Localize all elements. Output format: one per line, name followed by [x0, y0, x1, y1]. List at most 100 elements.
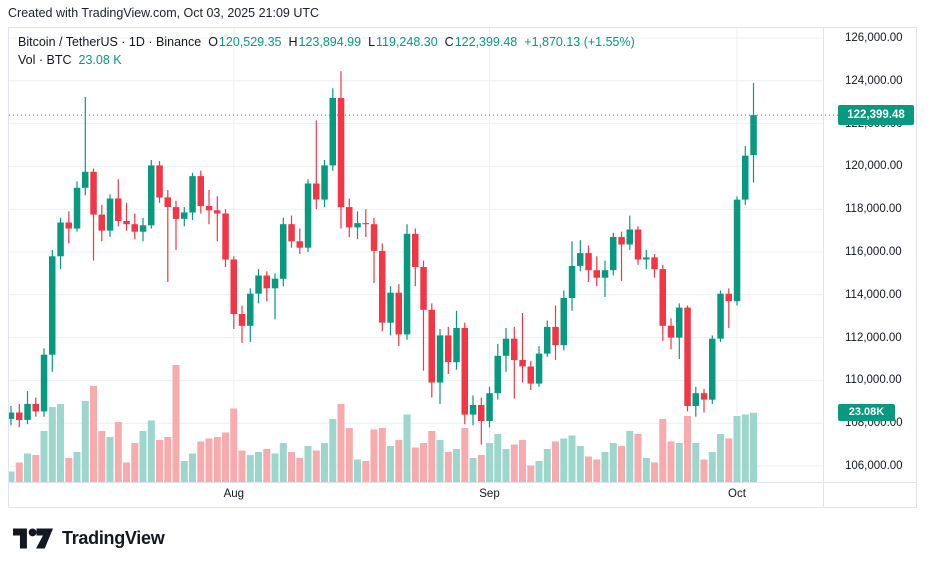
candle-body [742, 155, 749, 200]
candle-body [511, 338, 518, 361]
volume-bar [304, 446, 312, 482]
candle-body [370, 224, 378, 251]
volume-bar [263, 449, 271, 482]
candle-body [387, 292, 394, 323]
price-axis-label: 126,000.00 [845, 32, 903, 45]
candle-body [445, 335, 452, 363]
candle-body [461, 328, 468, 415]
volume-bar [156, 440, 163, 482]
volume-bar [568, 435, 576, 482]
volume-bar [659, 419, 667, 482]
candle-body [618, 237, 625, 245]
candle-body [255, 275, 262, 294]
candle-body [626, 229, 633, 245]
volume-bar [73, 452, 81, 482]
volume-bar [560, 438, 568, 482]
volume-bar [255, 452, 262, 482]
candle-body [577, 253, 584, 266]
candle-body [502, 338, 510, 356]
candle-body [453, 328, 460, 363]
candle-body [659, 269, 666, 326]
candle-body [139, 225, 147, 232]
volume-bar [667, 441, 675, 482]
candle-body [131, 224, 138, 232]
last-price-badge-value: 122,399.48 [847, 109, 905, 122]
volume-bar [246, 455, 254, 482]
candle-body [700, 393, 708, 400]
candle-body [280, 224, 287, 279]
volume-bar [312, 450, 320, 482]
candle-body [535, 353, 543, 384]
candle-body [197, 176, 204, 207]
volume-bar [65, 458, 73, 482]
candle-body [288, 224, 295, 242]
price-axis-label: 114,000.00 [845, 288, 902, 301]
candle-body [527, 366, 534, 384]
volume-bar [692, 443, 700, 482]
volume-bar [601, 452, 609, 482]
candle-body [750, 115, 757, 156]
candle-body [40, 354, 48, 412]
candle-body [329, 98, 336, 166]
volume-bar [651, 462, 658, 482]
candle-body [519, 360, 526, 367]
volume-badge: 23.08K [838, 403, 895, 421]
volume-bar [585, 456, 592, 482]
tradingview-logo[interactable]: TradingView [13, 527, 165, 550]
volume-bar [345, 428, 353, 482]
candle-body [24, 403, 31, 420]
candle-body [684, 307, 691, 406]
candle-body [172, 207, 180, 219]
volume-bar [733, 416, 741, 482]
candle-body [247, 293, 254, 326]
candle-body [717, 293, 724, 339]
candle-body [230, 259, 237, 315]
candle-body [643, 257, 650, 260]
volume-bar [114, 422, 122, 482]
candle-body [593, 270, 600, 278]
volume-bar [411, 447, 419, 482]
volume-bar [98, 431, 106, 482]
candle-body [379, 250, 386, 323]
volume-bar [139, 431, 147, 482]
time-axis-label: Sep [479, 488, 500, 500]
ohlc-high: H123,894.99 [288, 35, 362, 49]
candle-body [181, 212, 188, 219]
candle-body [57, 222, 64, 257]
volume-bar [750, 412, 757, 482]
candle-body [73, 187, 81, 229]
candle-body [296, 241, 303, 248]
volume-bar [123, 462, 130, 482]
candle-body [733, 199, 741, 302]
volume-bar [106, 437, 114, 482]
price-axis-label: 116,000.00 [845, 246, 902, 258]
volume-bar [642, 458, 650, 482]
candle-body [560, 298, 567, 346]
volume-bar [337, 404, 345, 482]
chart-canvas[interactable] [9, 28, 916, 507]
volume-bar [395, 440, 403, 482]
candle-body [82, 171, 89, 188]
volume-bar [296, 458, 304, 482]
volume-bar [741, 414, 749, 482]
candle-body [16, 412, 23, 420]
volume-bar [593, 459, 601, 482]
volume-bar [362, 461, 370, 482]
legend-line-volume: Vol · BTC 23.08 K [18, 51, 635, 69]
candle-body [362, 223, 369, 225]
volume-bar [387, 446, 394, 482]
candle-body [676, 307, 683, 338]
volume-bar [634, 434, 642, 482]
candle-body [552, 326, 559, 346]
candle-body [634, 229, 642, 260]
volume-bar [684, 416, 691, 482]
volume-badge-value: 23.08K [848, 406, 885, 419]
candle-body [601, 270, 609, 278]
candle-body [222, 213, 229, 260]
candle-body [486, 393, 493, 421]
volume-bar [164, 437, 172, 482]
candle-body [32, 403, 39, 412]
volume-bar [618, 446, 625, 482]
volume-value: 23.08 K [78, 53, 122, 67]
